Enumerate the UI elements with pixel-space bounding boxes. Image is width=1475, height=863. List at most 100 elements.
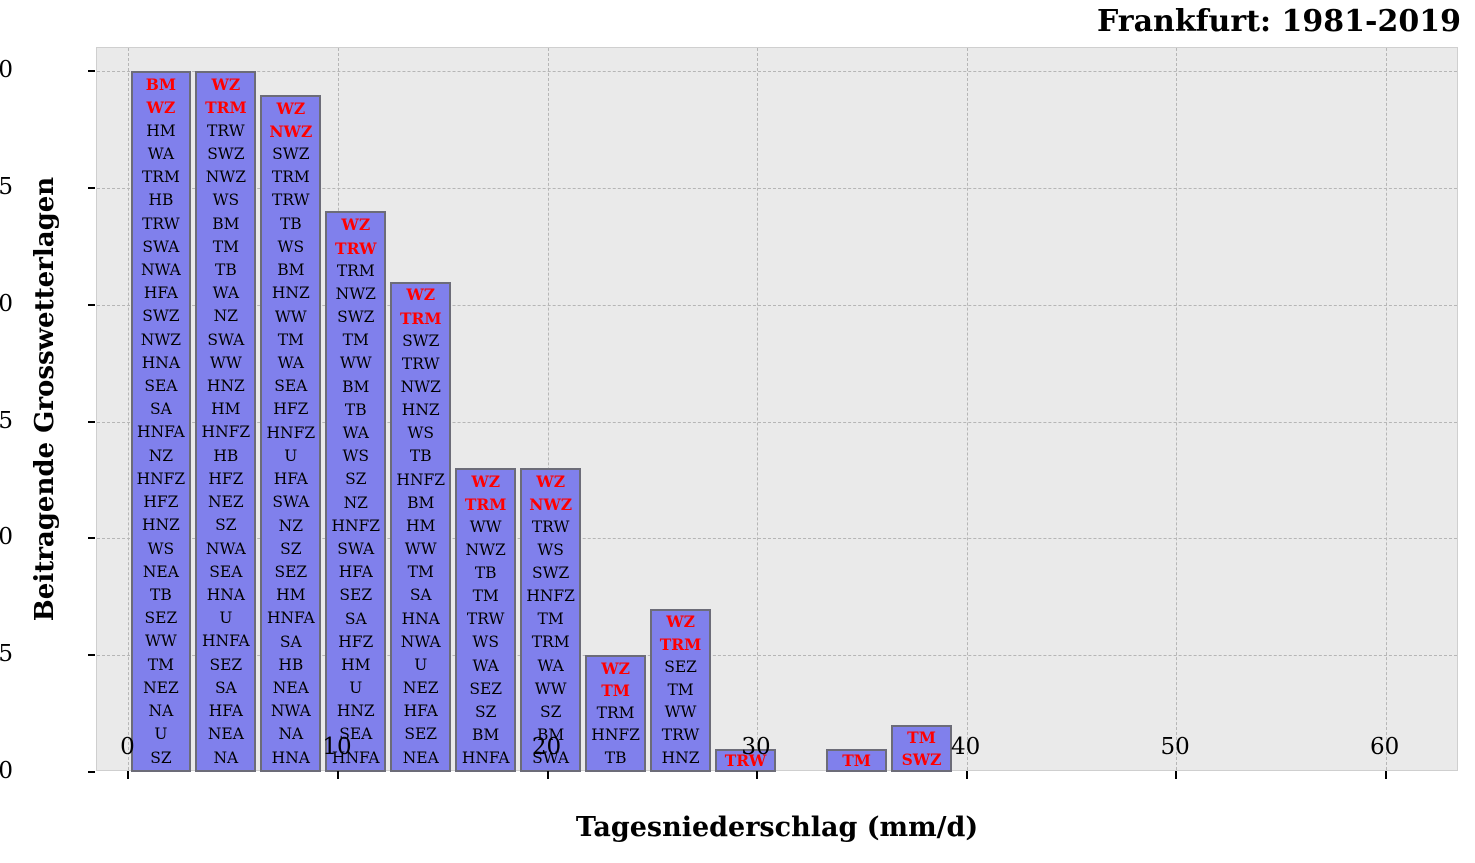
plot-area: BM WZ HM WA TRM HB TRW SWA NWA HFA SWZ NWZ HNA SEA SA H… [96, 47, 1458, 772]
bar-stack-label: NA [278, 725, 304, 744]
bar-stack-label: TM [212, 237, 239, 256]
bar-stack-label: TM [147, 655, 174, 674]
bar-stack-label: TM [537, 610, 564, 629]
histogram-bar: WZ TM TRM HNFZ TB [585, 655, 646, 772]
bar-stack-label: SEZ [209, 655, 243, 674]
histogram-bar: WZ TRM WW NWZ TB TM TRW WS WA SEZ SZ BM HNFA [455, 468, 517, 772]
bar-stack-label: HNZ [206, 377, 245, 396]
bar-stack-label: SZ [280, 539, 302, 558]
bar-stack-label: TRM [205, 98, 247, 118]
bar-stack-label: WA [147, 144, 175, 163]
bar-stack-label: HM [146, 121, 176, 140]
bar-stack-label: HM [276, 586, 306, 605]
gridline-vertical [128, 48, 130, 770]
bar-stack-label: BM [277, 261, 305, 280]
bar-stack-label: TM [342, 331, 369, 350]
bar-stack-label: WS [537, 541, 564, 560]
bar-stack-label: NZ [278, 516, 303, 535]
bar-stack-label: SWZ [272, 145, 310, 163]
bar-stack-label: TRW [724, 750, 767, 770]
bar-stack-label: TRM [271, 168, 310, 187]
y-tick-label: 20 [0, 290, 13, 317]
bar-stack-label: SWA [142, 237, 180, 256]
bar-stack-label: HFZ [143, 493, 179, 512]
histogram-bar: WZ TRM TRW SWZ NWZ WS BM TM TB WA NZ SWA WW HNZ HM HNFZ… [195, 71, 257, 772]
bar-stack-label: TM [472, 587, 499, 606]
bar-stack-label: WA [472, 656, 499, 675]
bar-stack-label: TB [150, 586, 172, 605]
histogram-bar: WZ NWZ TRW WS SWZ HNFZ TM TRM WA WW SZ BM SWA [520, 468, 582, 772]
bar-stack-label: SEZ [144, 609, 178, 628]
gridline-horizontal [97, 421, 1457, 423]
x-tick-label: 10 [322, 734, 352, 760]
chart-title: Frankfurt: 1981-2019 [1097, 4, 1461, 39]
bar-stack-label: HNZ [336, 702, 375, 721]
histogram-bar: WZ TRM SEZ TM WW TRW HNZ [650, 608, 711, 772]
bar-stack-label: NA [213, 748, 239, 767]
bar-stack-label: WW [144, 632, 177, 651]
bar-stack-label: TB [279, 214, 302, 233]
bar-stack-label: BM [407, 493, 435, 512]
bar-stack-label: SWZ [402, 331, 440, 350]
bar-stack-label: TRM [464, 495, 507, 515]
gridline-vertical [1176, 48, 1178, 770]
bar-stack-label: TRM [596, 703, 635, 722]
bar-stack-label: HNZ [141, 516, 180, 535]
x-tick-mark [1175, 771, 1178, 779]
bar-stack-label: TM [601, 681, 630, 701]
bar-stack-label: WW [209, 353, 242, 372]
bar-stack-label: TB [409, 447, 432, 466]
bar-stack-label: TRM [531, 633, 570, 652]
bar-stack-label: HNA [206, 586, 245, 605]
bar-stack-label: WZ [406, 285, 436, 305]
bar-stack-label: SA [409, 586, 432, 605]
bar-stack-label: HFA [273, 470, 308, 489]
histogram-bar: WZ TRW TRM NWZ SWZ TM WW BM TB WA WS SZ NZ HNFZ SWA HFA… [325, 211, 387, 772]
bar-stack-label: NWZ [205, 168, 246, 187]
bar-stack-label: SWZ [531, 564, 570, 583]
bar-stack-label: HB [278, 655, 304, 674]
bar-stack-label: HNFZ [201, 423, 251, 442]
bar-stack-label: U [284, 446, 298, 465]
bar-stack-label: SWA [532, 748, 570, 767]
bar-stack-label: NWZ [400, 378, 441, 396]
bar-stack-label: NWZ [465, 541, 506, 560]
bar-stack-label: TRW [661, 726, 700, 745]
bar-stack-label: TRW [401, 354, 440, 373]
bar-stack-label: WS [342, 447, 370, 466]
x-tick-label: 20 [531, 734, 562, 760]
bar-stack-label: SEA [144, 377, 178, 396]
bar-stack-label: WZ [211, 75, 241, 95]
bar-stack-label: BM [212, 214, 240, 233]
bar-stack-label: HNA [271, 748, 310, 767]
bar-stack-label: SWZ [207, 144, 245, 163]
bar-stack-label: SWZ [142, 307, 180, 326]
y-tick-label: 30 [0, 57, 13, 84]
y-axis-label: Beitragende Grosswetterlagen [30, 176, 60, 622]
bar-stack-label: SWZ [337, 308, 375, 327]
bar-stack-label: TRM [336, 261, 375, 280]
bar-stack-label: NWZ [335, 284, 376, 303]
bar-stack-label: HM [406, 516, 436, 535]
gridline-horizontal [97, 304, 1457, 306]
bar-stack-label: NWZ [140, 330, 182, 349]
bar-stack-label: SWA [207, 330, 245, 349]
bar-stack-label: HNA [141, 353, 181, 372]
bar-stack-label: HNFA [461, 748, 510, 767]
bar-stack-label: SA [214, 678, 237, 697]
bar-stack-label: WS [147, 539, 175, 558]
x-tick-mark [756, 771, 759, 779]
bar-stack-label: NWA [140, 260, 181, 279]
y-tick-label: 10 [0, 524, 13, 551]
bar-stack-label: WS [212, 191, 240, 210]
bar-stack-label: HNZ [661, 748, 700, 767]
bar-stack-label: SZ [215, 516, 237, 535]
bar-stack-label: WZ [666, 612, 695, 632]
bar-stack-label: HNZ [401, 401, 440, 420]
bar-stack-label: WW [469, 518, 502, 537]
bar-stack-label: U [219, 609, 233, 628]
bar-stack-label: WS [472, 633, 499, 652]
bar-stack-label: WW [404, 540, 437, 559]
bar-stack-label: SZ [345, 470, 367, 489]
x-tick-mark [336, 771, 339, 779]
